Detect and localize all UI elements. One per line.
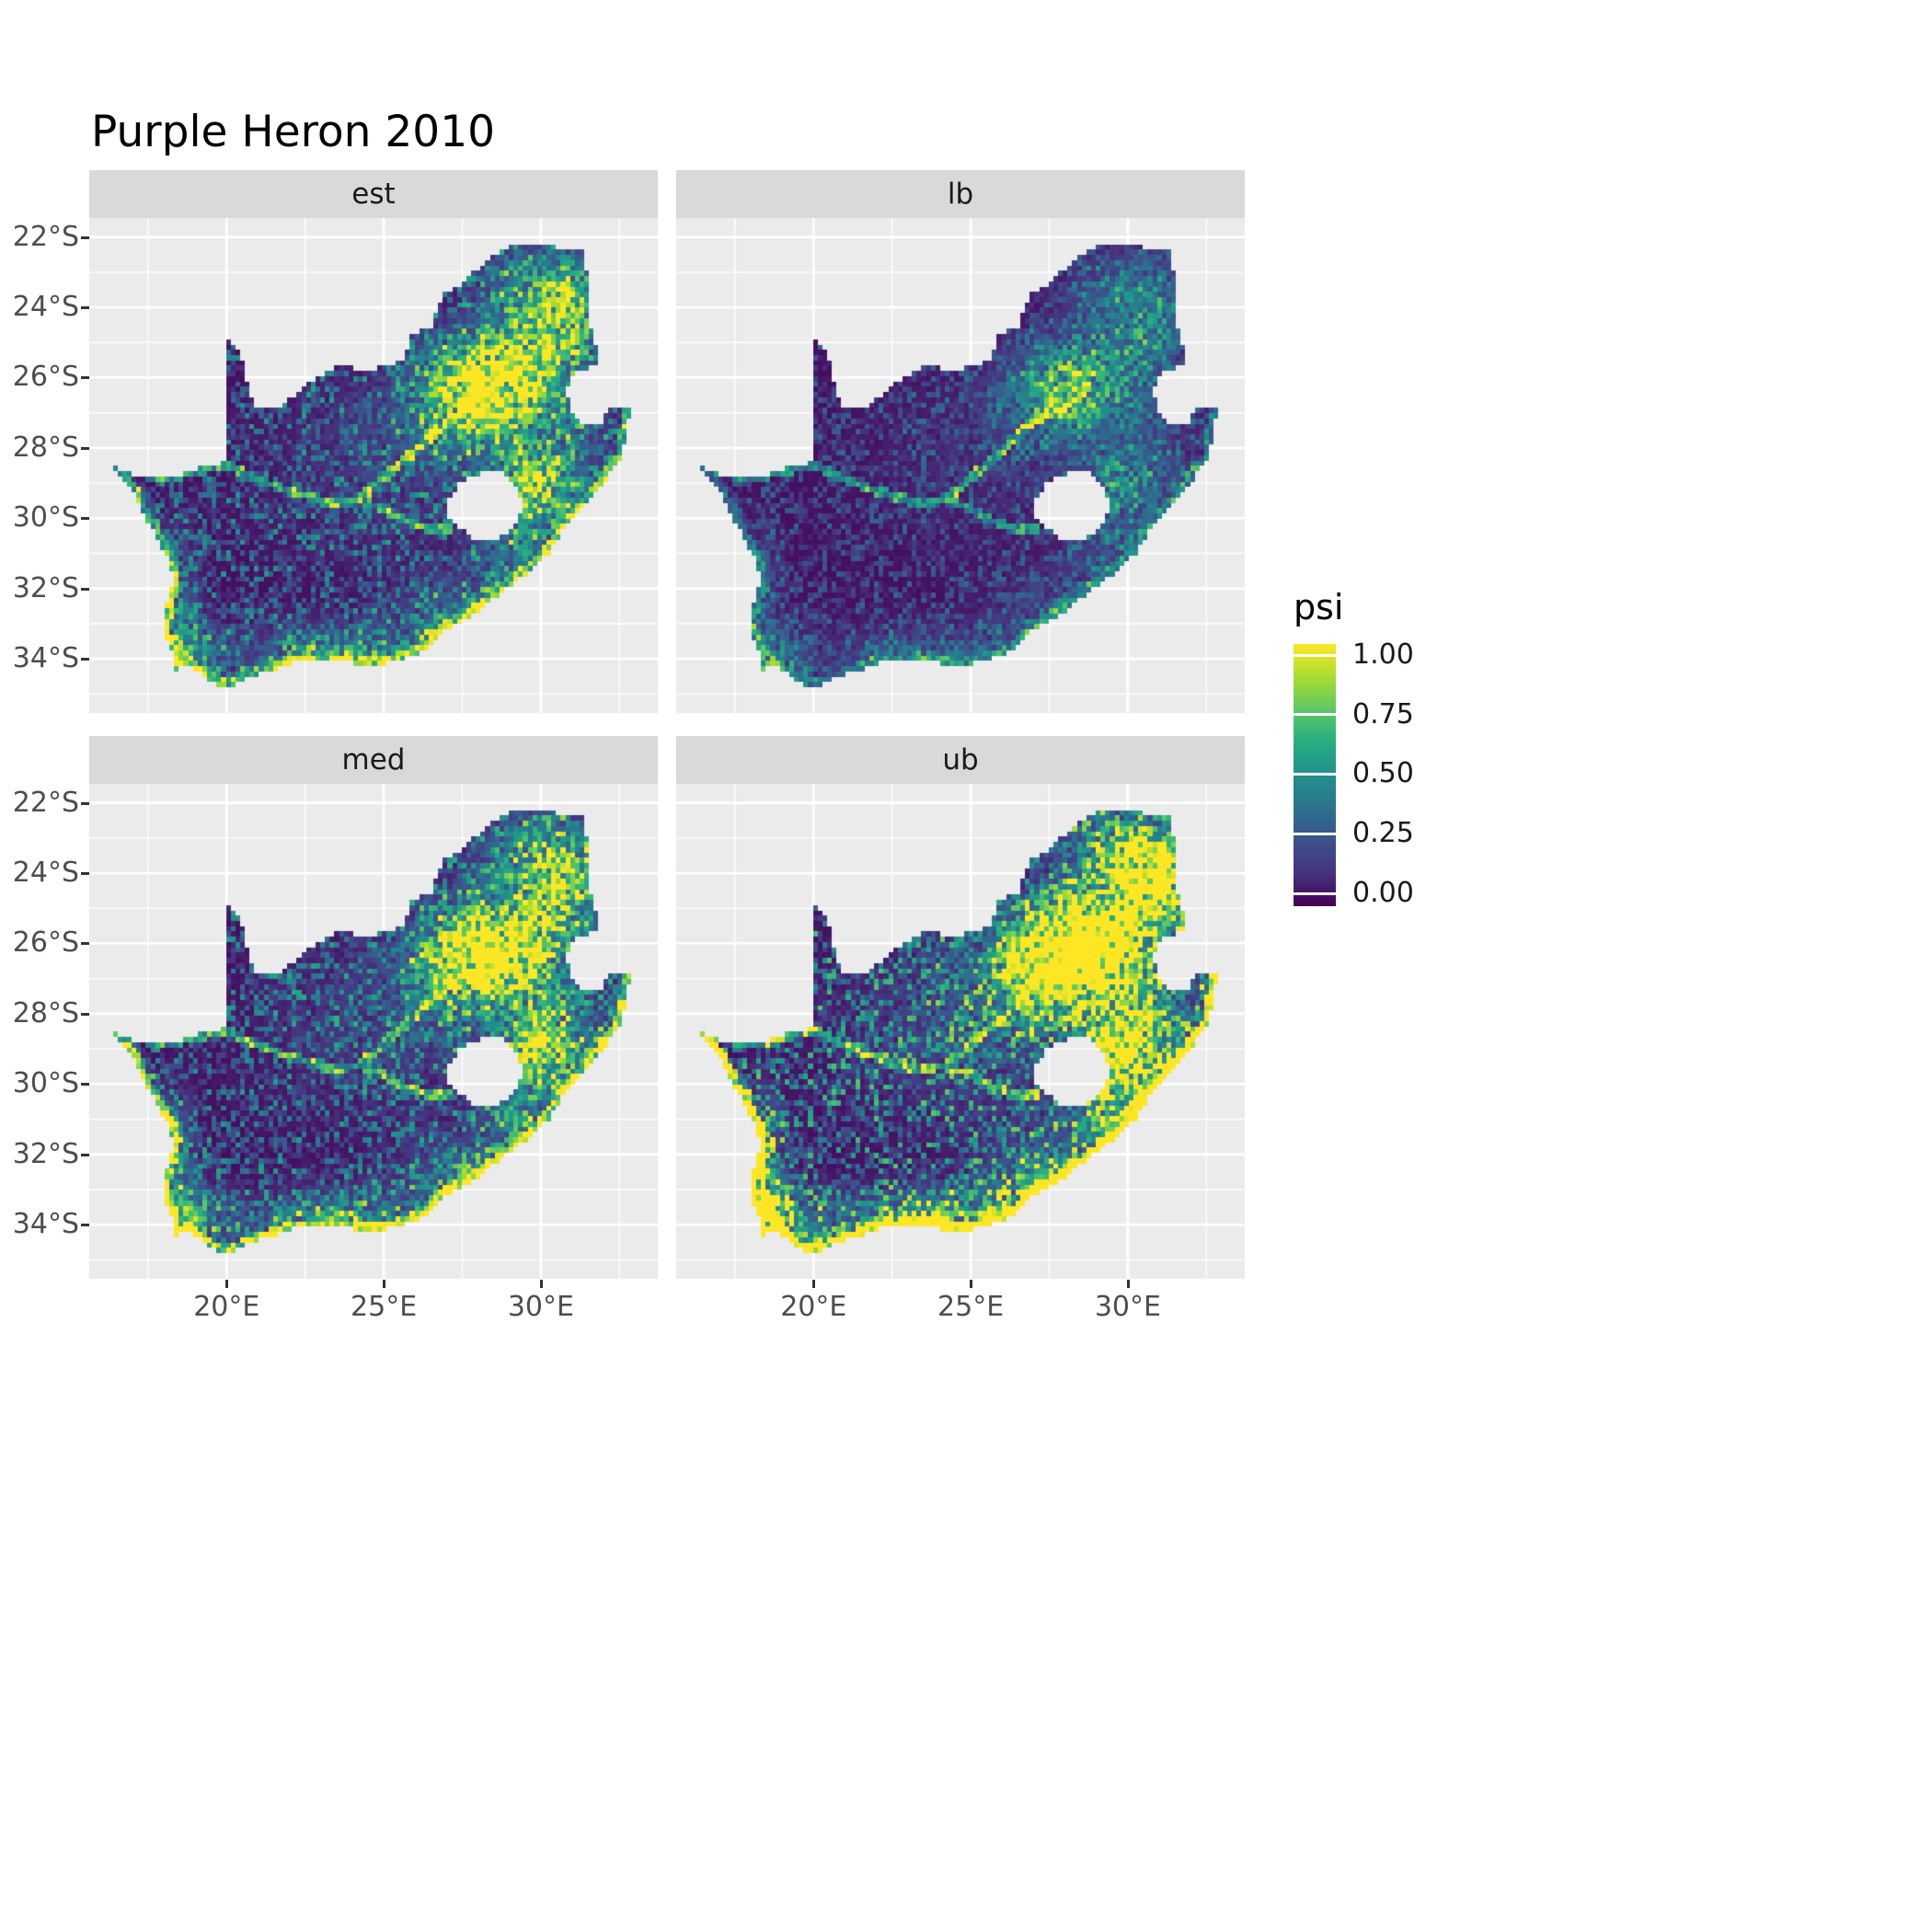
legend-tick-mark <box>1294 891 1336 895</box>
y-axis-tick-label: 32°S <box>12 571 79 604</box>
legend-tick-label: 0.75 <box>1352 698 1414 730</box>
x-axis-tick-label: 20°E <box>193 1291 260 1323</box>
facet-panel-med <box>89 784 658 1279</box>
y-axis-tick-mark <box>81 1224 89 1227</box>
facet-strip-est: est <box>89 170 658 218</box>
legend-tick-mark <box>1294 832 1336 835</box>
legend-tick-label: 0.00 <box>1352 877 1414 909</box>
y-axis-tick-label: 32°S <box>12 1137 79 1170</box>
y-axis-tick-label: 30°S <box>12 1067 79 1100</box>
legend-title: psi <box>1294 587 1344 627</box>
legend-tick-label: 0.25 <box>1352 817 1414 849</box>
plot-title: Purple Heron 2010 <box>91 107 496 157</box>
y-axis-tick-mark <box>81 446 89 450</box>
y-axis-tick-mark <box>81 1012 89 1016</box>
y-axis-tick-mark <box>81 942 89 946</box>
legend-tick-mark <box>1294 713 1336 717</box>
facet-panel-ub <box>676 784 1245 1279</box>
y-axis-tick-mark <box>81 376 89 380</box>
facet-strip-lb: lb <box>676 170 1245 218</box>
facet-strip-label-med: med <box>341 743 406 776</box>
y-axis-tick-label: 30°S <box>12 501 79 535</box>
facet-strip-label-lb: lb <box>947 178 974 211</box>
y-axis-tick-label: 22°S <box>12 786 79 819</box>
facet-panel-est <box>89 218 658 713</box>
x-axis-tick-mark <box>225 1280 229 1288</box>
y-axis-tick-label: 28°S <box>12 431 79 464</box>
map-canvas-ub <box>676 784 1245 1279</box>
x-axis-tick-mark <box>970 1280 973 1288</box>
facet-strip-med: med <box>89 736 658 784</box>
legend-tick-mark <box>1294 773 1336 776</box>
legend-tick-label: 0.50 <box>1352 757 1414 789</box>
x-axis-tick-label: 20°E <box>780 1291 847 1323</box>
facet-strip-ub: ub <box>676 736 1245 784</box>
y-axis-tick-mark <box>81 801 89 805</box>
y-axis-tick-mark <box>81 1153 89 1156</box>
x-axis-tick-label: 30°E <box>507 1291 574 1323</box>
y-axis-tick-mark <box>81 872 89 876</box>
y-axis-tick-mark <box>81 306 89 310</box>
x-axis-tick-label: 25°E <box>937 1291 1005 1323</box>
y-axis-tick-label: 34°S <box>12 1208 79 1241</box>
y-axis-tick-label: 24°S <box>12 857 79 890</box>
x-axis-tick-mark <box>383 1280 386 1288</box>
y-axis-tick-mark <box>81 517 89 521</box>
y-axis-tick-mark <box>81 1083 89 1087</box>
legend-tick-label: 1.00 <box>1352 638 1414 671</box>
map-canvas-lb <box>676 218 1245 713</box>
x-axis-tick-label: 30°E <box>1094 1291 1161 1323</box>
y-axis-tick-label: 26°S <box>12 361 79 394</box>
y-axis-tick-mark <box>81 236 89 239</box>
facet-strip-label-ub: ub <box>942 743 979 776</box>
facet-panel-lb <box>676 218 1245 713</box>
map-canvas-med <box>89 784 658 1279</box>
x-axis-tick-mark <box>539 1280 543 1288</box>
y-axis-tick-label: 24°S <box>12 291 79 324</box>
y-axis-tick-label: 22°S <box>12 220 79 253</box>
facet-strip-label-est: est <box>351 178 396 211</box>
x-axis-tick-mark <box>1126 1280 1130 1288</box>
x-axis-tick-label: 25°E <box>351 1291 418 1323</box>
y-axis-tick-mark <box>81 587 89 591</box>
y-axis-tick-label: 28°S <box>12 996 79 1029</box>
legend-tick-mark <box>1294 653 1336 657</box>
x-axis-tick-mark <box>812 1280 816 1288</box>
y-axis-tick-label: 34°S <box>12 642 79 675</box>
y-axis-tick-label: 26°S <box>12 926 79 960</box>
y-axis-tick-mark <box>81 658 89 661</box>
map-canvas-est <box>89 218 658 713</box>
